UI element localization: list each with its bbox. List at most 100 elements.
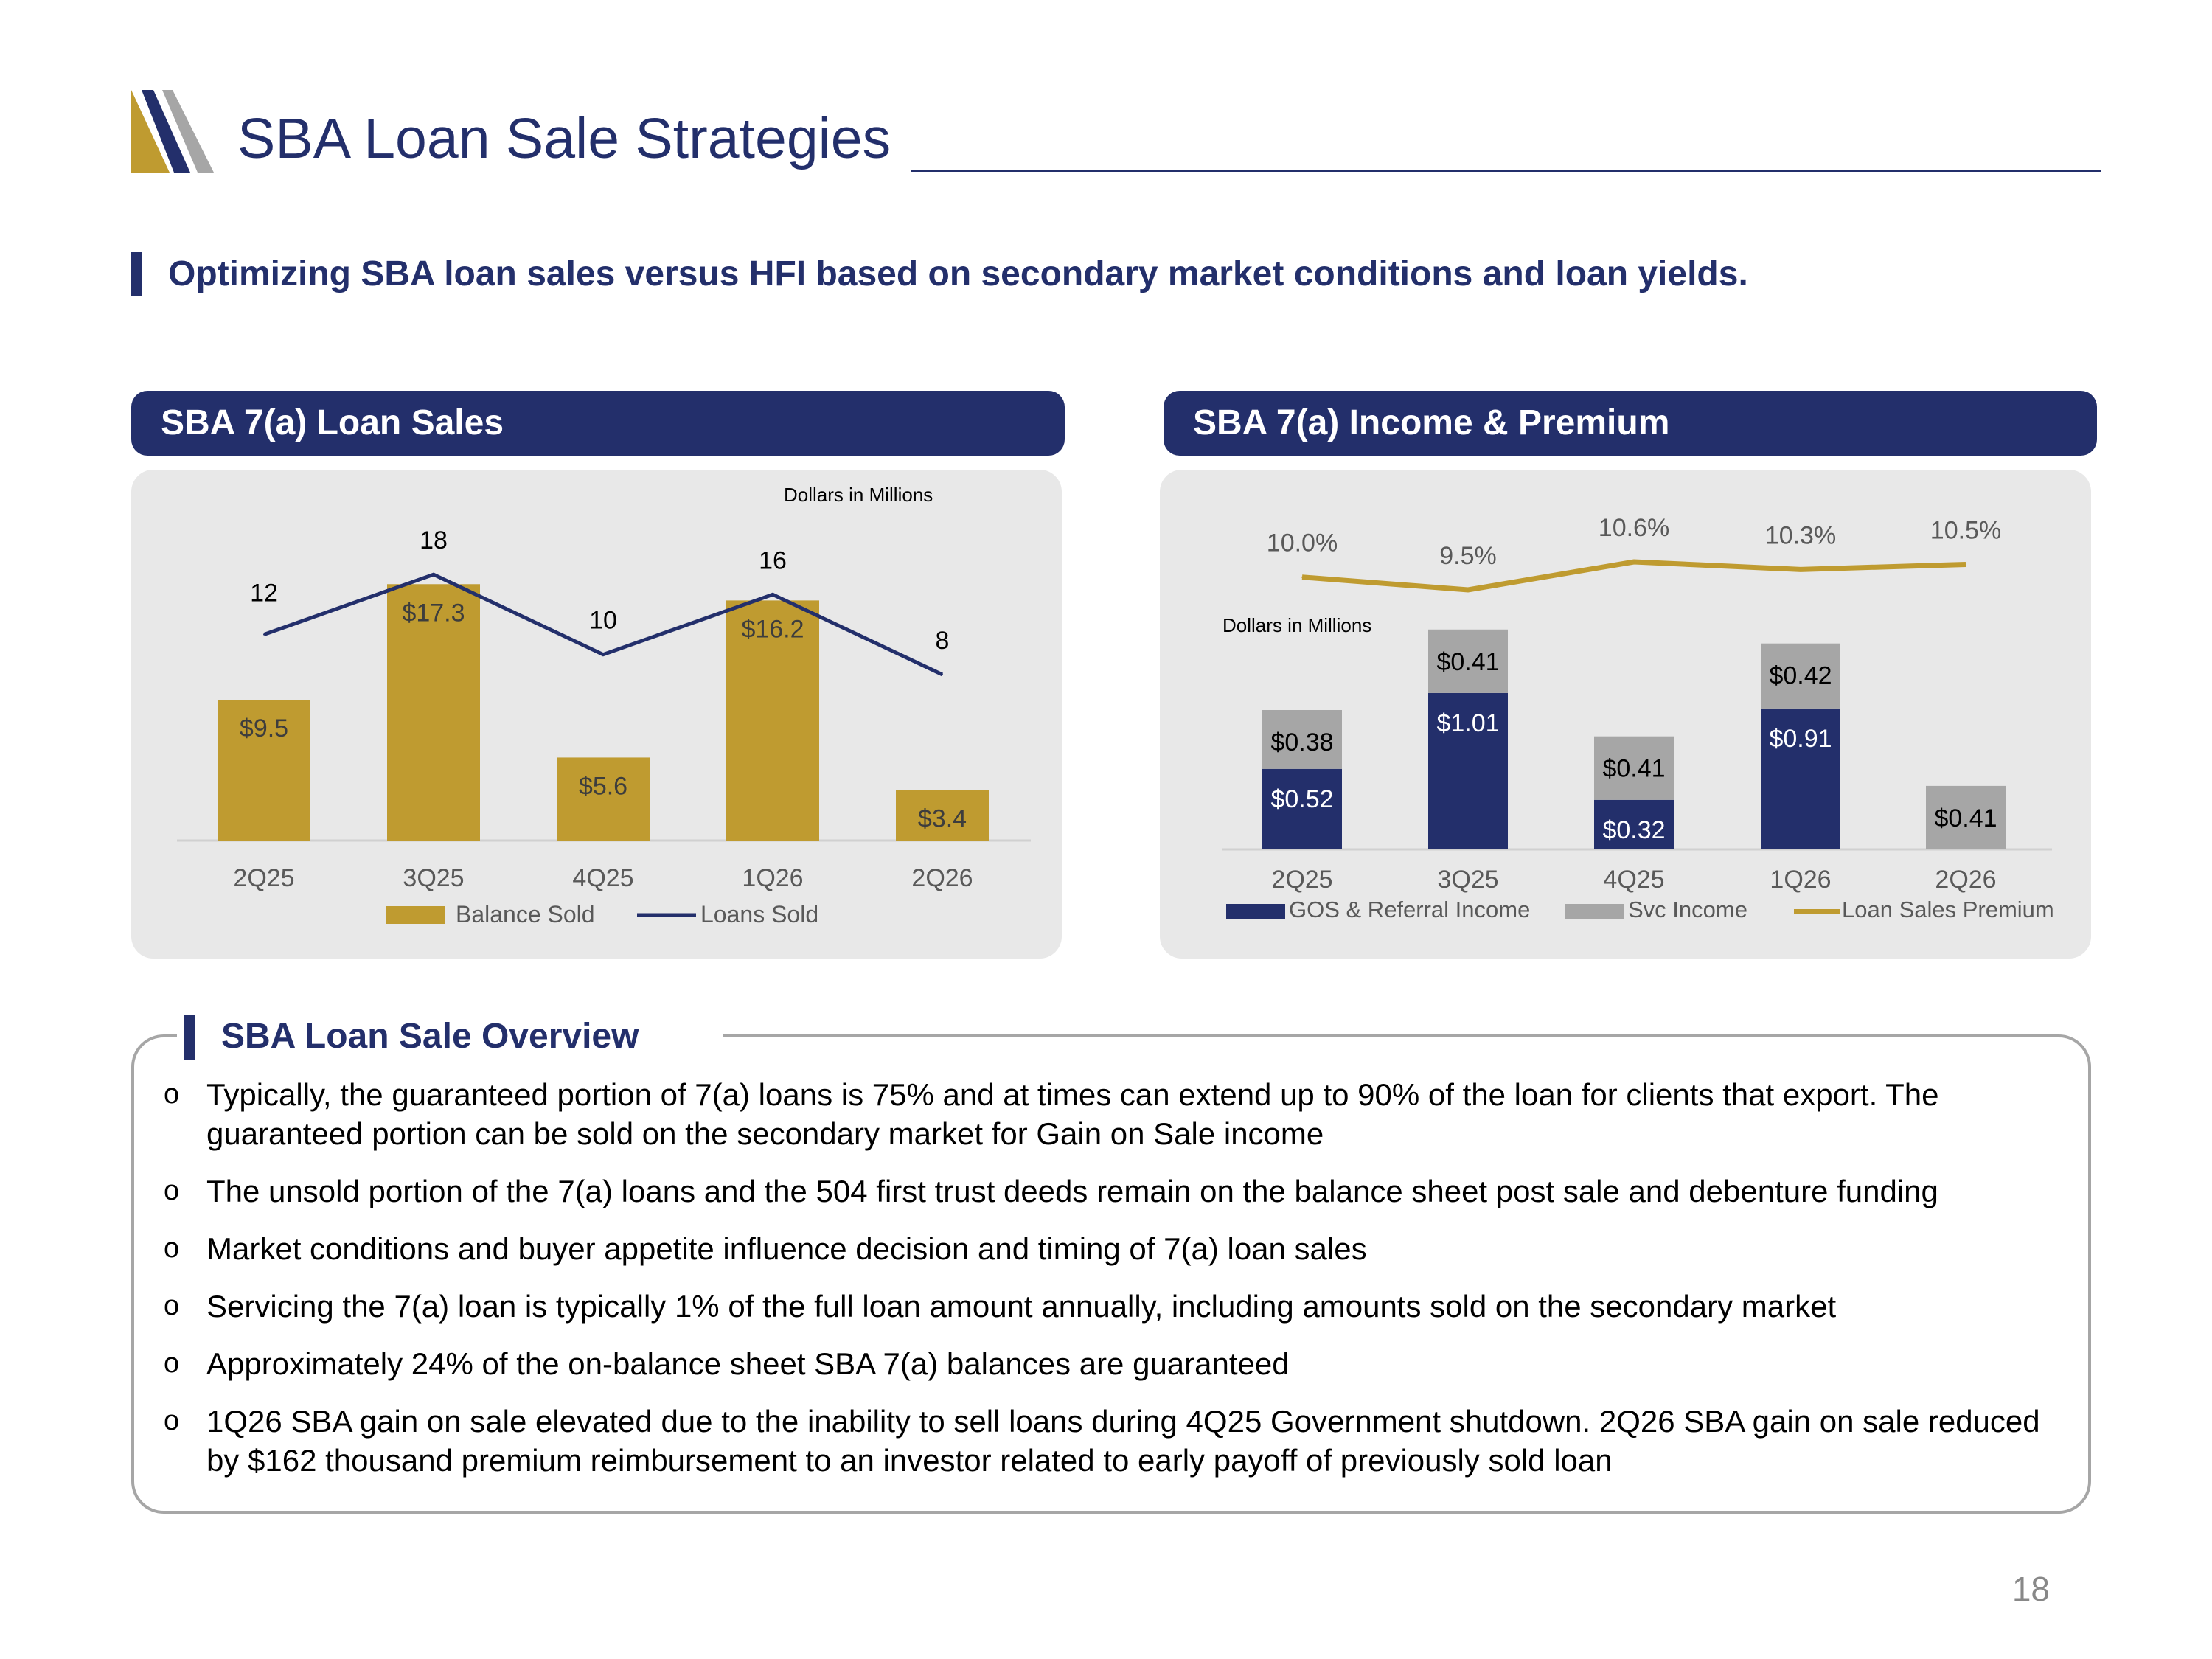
bar-gos-referral-income	[1262, 768, 1342, 849]
list-item-text: Market conditions and buyer appetite inf…	[206, 1231, 1367, 1266]
bar-data-label: $17.3	[402, 599, 465, 627]
line-data-label: 16	[759, 546, 787, 574]
x-tick-label: 1Q26	[742, 864, 803, 892]
page-title: SBA Loan Sale Strategies	[237, 107, 891, 170]
point-loans-sold	[433, 574, 434, 576]
bar-data-label: $9.5	[240, 714, 288, 742]
company-logo	[131, 90, 214, 173]
x-tick-label: 3Q25	[1437, 866, 1498, 894]
bullet-icon: o	[164, 1290, 180, 1321]
chart-note: Dollars in Millions	[1222, 614, 1371, 636]
bar-svc-income	[1926, 785, 2006, 849]
bar-data-label: $3.4	[918, 805, 967, 833]
bar-gos-referral-income	[1594, 799, 1674, 849]
legend-label: Loan Sales Premium	[1842, 897, 2054, 922]
income-premium-panel-header: SBA 7(a) Income & Premium	[1164, 391, 2097, 456]
bar-data-label: $16.2	[741, 615, 804, 643]
loan-sales-panel-header: SBA 7(a) Loan Sales	[131, 391, 1065, 456]
bar-data-label: $0.52	[1270, 785, 1333, 813]
subtitle-accent-bar	[131, 252, 142, 296]
bar-svc-income	[1262, 710, 1342, 769]
point-loan-sales-premium	[1965, 563, 1966, 566]
bar-gos-referral-income	[1761, 708, 1840, 849]
page-subtitle: Optimizing SBA loan sales versus HFI bas…	[168, 254, 1748, 293]
point-loan-sales-premium	[1800, 568, 1801, 571]
point-loan-sales-premium	[1467, 589, 1469, 591]
legend-swatch-svc-income	[1565, 904, 1624, 919]
bar-data-label: $0.32	[1602, 816, 1665, 844]
point-loans-sold	[942, 673, 943, 675]
income-premium-chart: Dollars in Millions $0.52 $0.38 2Q25 $1.01 $0…	[1160, 470, 2091, 959]
bar-gos-referral-income	[1428, 692, 1508, 849]
bullet-icon: o	[164, 1405, 180, 1436]
bullet-icon: o	[164, 1348, 180, 1379]
bar-svc-income	[1428, 629, 1508, 693]
legend-label: GOS & Referral Income	[1289, 897, 1530, 922]
legend-swatch-balance-sold	[386, 906, 445, 924]
point-loan-sales-premium	[1301, 576, 1303, 578]
bar-data-label: $0.38	[1270, 728, 1333, 757]
overview-box	[131, 1034, 2091, 1514]
line-data-label: 10.5%	[1930, 516, 2001, 544]
line-data-label: 10	[589, 607, 617, 635]
loan-sales-chart: Dollars in Millions $9.5 2Q25 $17.3 3Q25 $5.6…	[131, 470, 1062, 959]
point-loans-sold	[772, 594, 773, 596]
line-data-label: 10.3%	[1765, 521, 1836, 549]
x-tick-label: 2Q26	[911, 864, 973, 892]
x-tick-label: 3Q25	[403, 864, 464, 892]
income-premium-chart-svg: Dollars in Millions $0.52 $0.38 2Q25 $1.01 $0…	[1222, 514, 2054, 922]
overview-list: o Typically, the guaranteed portion of 7(…	[164, 1075, 2066, 1498]
overview-title: SBA Loan Sale Overview	[221, 1017, 639, 1056]
line-data-label: 9.5%	[1439, 542, 1497, 570]
overview-accent-bar	[184, 1015, 195, 1060]
line-data-label: 8	[936, 627, 950, 655]
legend-swatch-gos-referral	[1226, 904, 1285, 919]
list-item: o Market conditions and buyer appetite in…	[164, 1229, 2066, 1268]
line-data-label: 18	[420, 526, 448, 554]
bar-svc-income	[1761, 643, 1840, 709]
bar-data-label: $0.41	[1602, 755, 1665, 783]
bullet-icon: o	[164, 1233, 180, 1264]
bar-balance-sold	[387, 584, 480, 841]
list-item-text: The unsold portion of the 7(a) loans and…	[206, 1174, 1938, 1208]
bar-data-label: $1.01	[1436, 709, 1499, 737]
bar-data-label: $5.6	[579, 772, 627, 800]
list-item-text: Approximately 24% of the on-balance shee…	[206, 1346, 1290, 1381]
point-loans-sold	[602, 653, 604, 655]
title-underline	[911, 170, 2101, 172]
x-tick-label: 2Q25	[1271, 866, 1332, 894]
x-tick-label: 4Q25	[1603, 866, 1664, 894]
list-item-text: Servicing the 7(a) loan is typically 1% …	[206, 1289, 1837, 1324]
x-tick-label: 2Q26	[1935, 866, 1996, 894]
page-number: 18	[2011, 1570, 2050, 1608]
line-data-label: 10.0%	[1267, 529, 1338, 557]
list-item: o Servicing the 7(a) loan is typically 1%…	[164, 1287, 2066, 1326]
x-tick-label: 1Q26	[1770, 866, 1831, 894]
line-data-label: 12	[250, 580, 278, 608]
bar-balance-sold	[218, 700, 310, 841]
overview-title-gap	[177, 1025, 723, 1047]
bar-balance-sold	[726, 600, 819, 841]
x-tick-label: 2Q25	[233, 864, 294, 892]
list-item: o Typically, the guaranteed portion of 7(…	[164, 1075, 2066, 1153]
bar-data-label: $0.41	[1436, 648, 1499, 676]
bar-data-label: $0.42	[1769, 662, 1832, 690]
point-loans-sold	[263, 633, 265, 636]
loan-sales-chart-svg: Dollars in Millions $9.5 2Q25 $17.3 3Q25 $5.6…	[177, 484, 1031, 928]
x-tick-label: 4Q25	[572, 864, 633, 892]
list-item: o The unsold portion of the 7(a) loans an…	[164, 1172, 2066, 1211]
list-item: o Approximately 24% of the on-balance she…	[164, 1344, 2066, 1383]
bar-balance-sold	[557, 757, 650, 841]
line-data-label: 10.6%	[1599, 514, 1669, 542]
logo-gray-stripe	[162, 90, 214, 173]
list-item-text: 1Q26 SBA gain on sale elevated due to th…	[206, 1404, 2040, 1478]
legend-label: Loans Sold	[700, 901, 818, 928]
list-item-text: Typically, the guaranteed portion of 7(a…	[206, 1077, 1939, 1151]
legend-label: Balance Sold	[456, 901, 595, 928]
chart-note: Dollars in Millions	[784, 484, 933, 506]
logo-gold-stripe	[131, 90, 170, 173]
list-item: o 1Q26 SBA gain on sale elevated due to t…	[164, 1402, 2066, 1480]
legend-label: Svc Income	[1628, 897, 1747, 922]
bullet-icon: o	[164, 1079, 180, 1110]
bar-data-label: $0.41	[1934, 804, 1997, 832]
